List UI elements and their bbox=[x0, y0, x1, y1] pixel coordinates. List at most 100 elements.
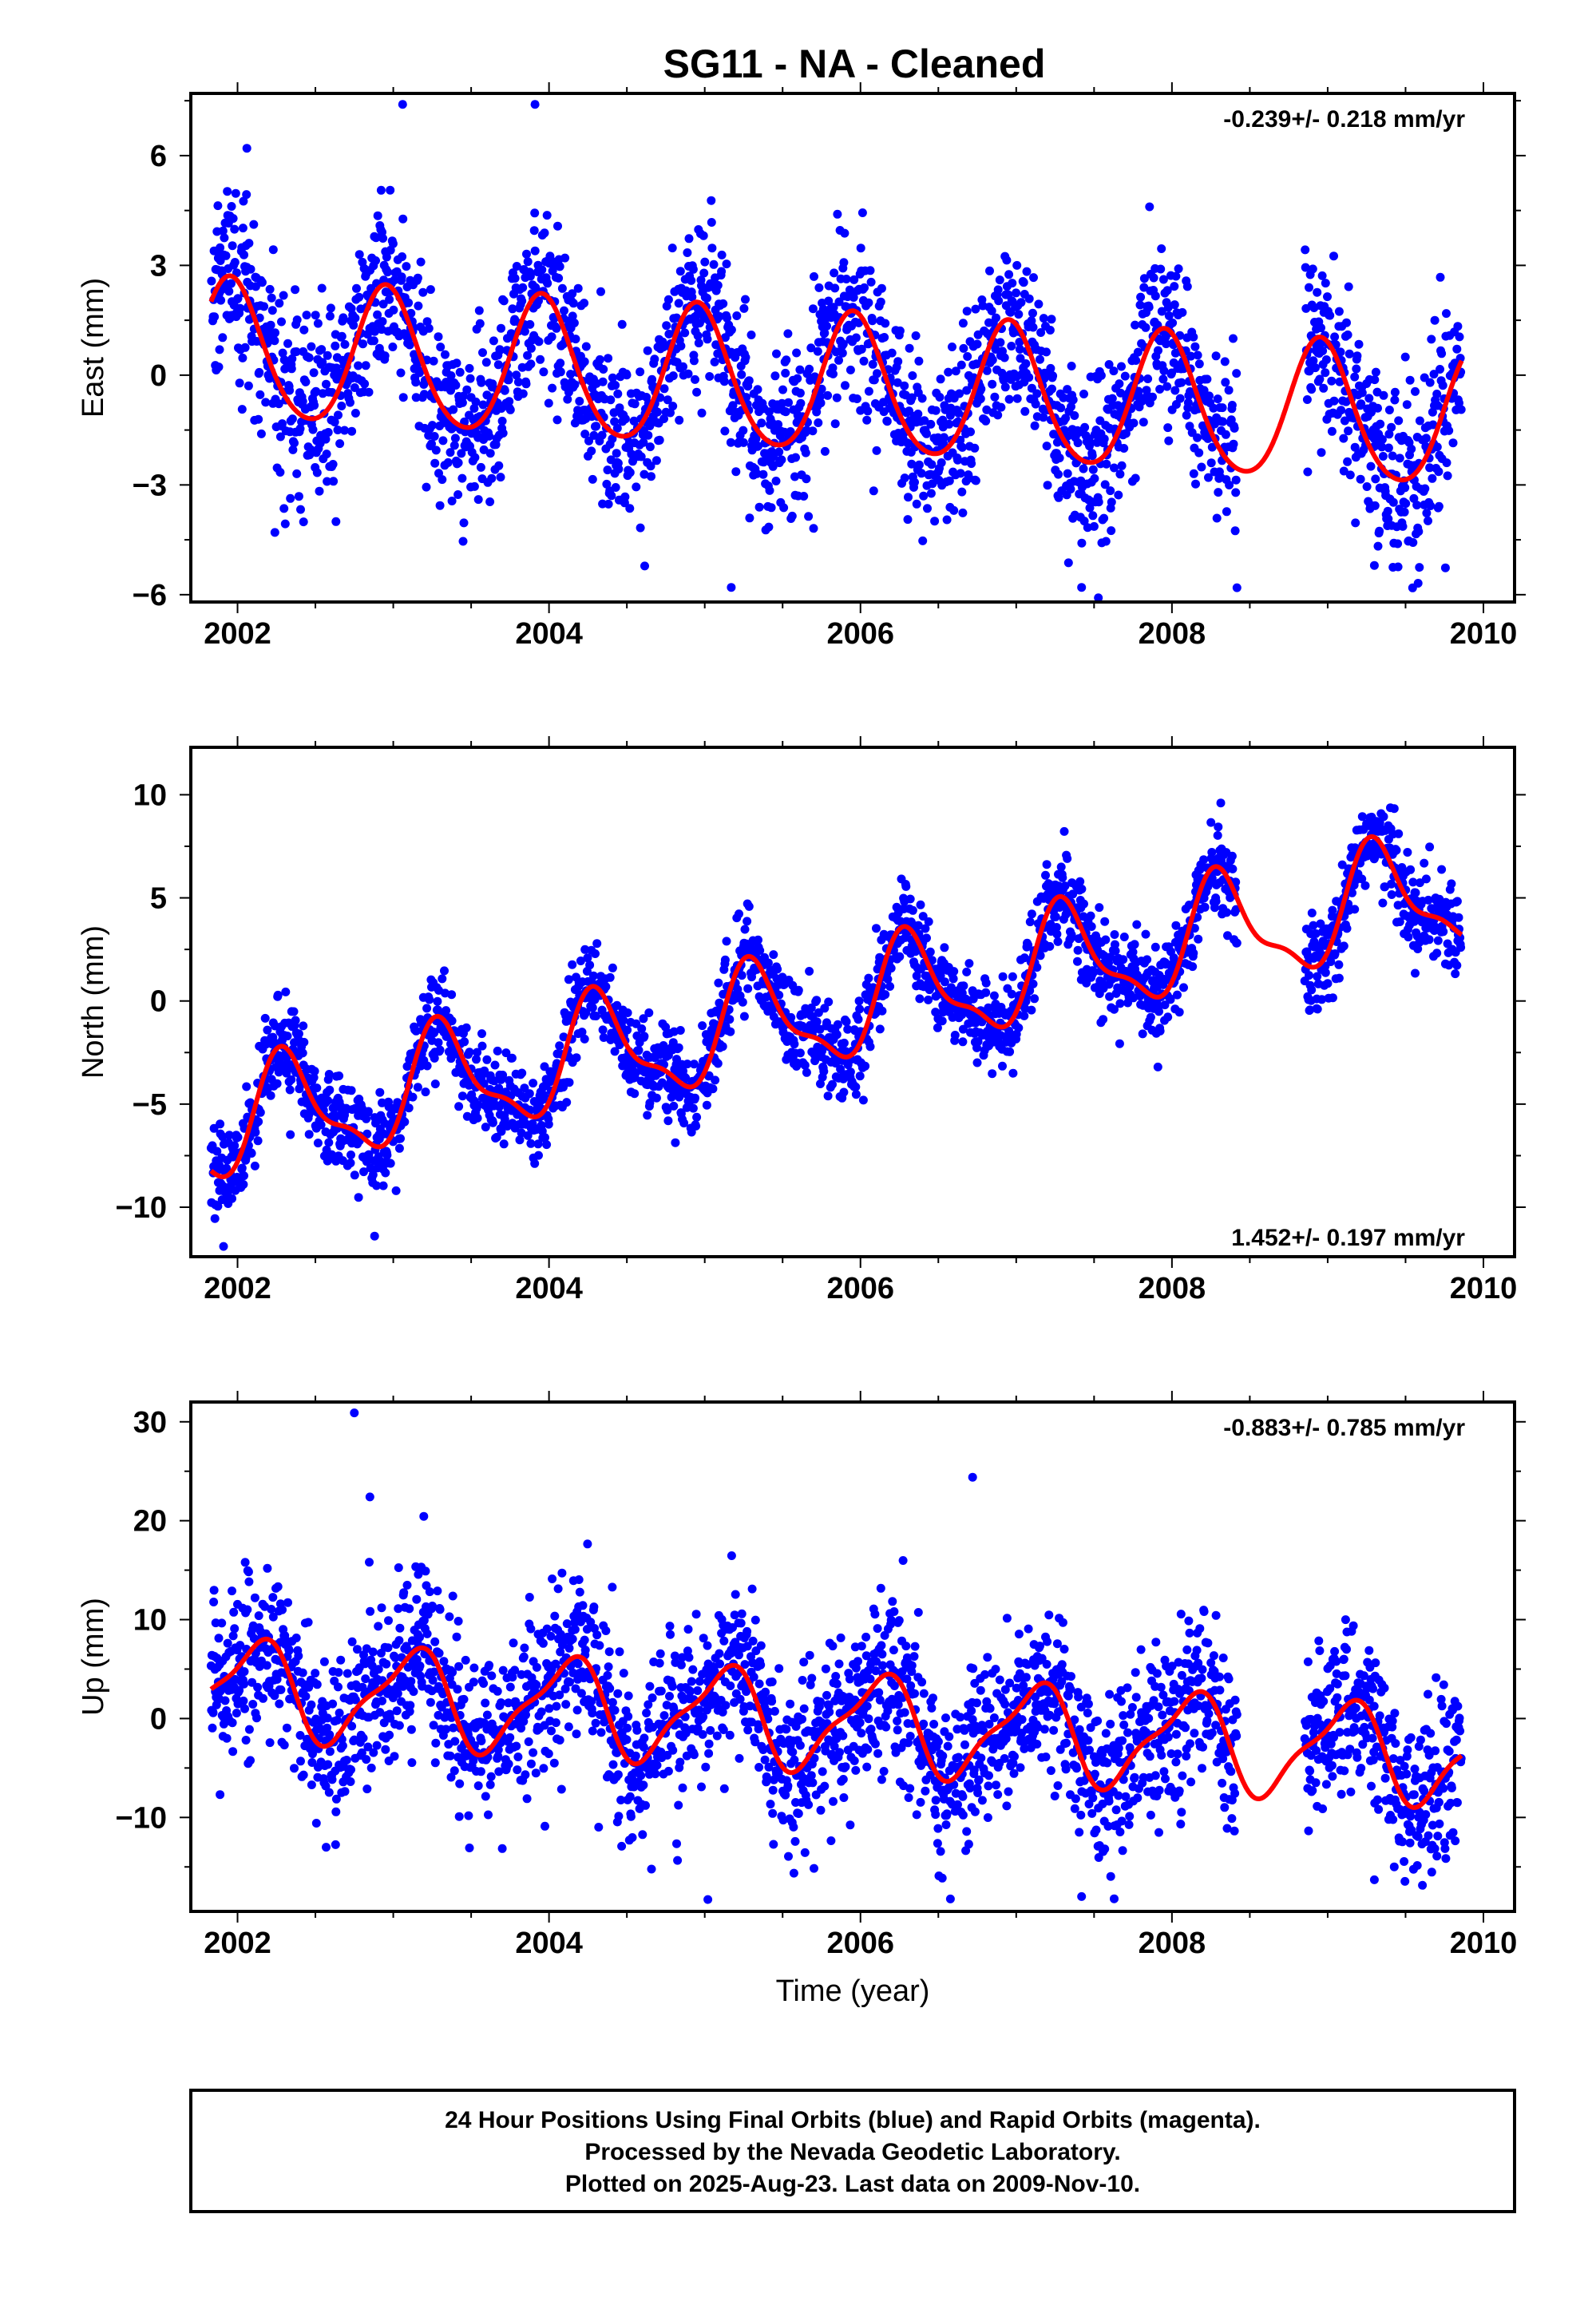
data-point bbox=[1404, 933, 1413, 942]
data-point bbox=[1308, 264, 1317, 274]
data-point bbox=[962, 967, 972, 976]
data-point bbox=[422, 317, 432, 327]
data-point bbox=[893, 378, 902, 387]
data-point bbox=[1344, 282, 1353, 291]
data-point bbox=[1036, 951, 1045, 960]
data-point bbox=[1337, 406, 1346, 415]
data-point bbox=[1388, 451, 1397, 461]
data-point bbox=[1110, 1004, 1119, 1014]
data-point bbox=[703, 335, 712, 344]
data-point bbox=[553, 221, 562, 231]
data-point bbox=[470, 453, 480, 462]
data-point bbox=[1008, 279, 1017, 288]
data-point bbox=[568, 299, 578, 308]
data-point bbox=[926, 419, 936, 429]
data-point bbox=[1213, 394, 1222, 404]
data-point bbox=[253, 1136, 263, 1146]
data-point bbox=[458, 537, 468, 546]
data-point bbox=[224, 287, 234, 296]
data-point bbox=[1189, 332, 1198, 342]
data-point bbox=[663, 1105, 672, 1115]
data-point bbox=[517, 1068, 527, 1078]
data-point bbox=[663, 295, 673, 304]
data-point bbox=[544, 1119, 553, 1129]
data-point bbox=[1370, 375, 1380, 385]
data-point bbox=[564, 975, 573, 984]
data-point bbox=[299, 1021, 308, 1031]
data-point bbox=[406, 308, 416, 318]
data-point bbox=[1323, 292, 1332, 302]
data-point bbox=[903, 515, 913, 525]
data-point bbox=[1401, 499, 1411, 509]
data-point bbox=[933, 1023, 942, 1032]
data-point bbox=[824, 997, 834, 1007]
data-point bbox=[1190, 924, 1199, 933]
north-model-curve bbox=[209, 834, 1463, 1179]
data-point bbox=[930, 517, 940, 526]
data-point bbox=[209, 1586, 219, 1595]
data-point bbox=[674, 1043, 683, 1052]
data-point bbox=[488, 379, 497, 389]
data-point bbox=[378, 299, 388, 309]
data-point bbox=[774, 447, 784, 457]
data-point bbox=[1356, 474, 1365, 484]
data-point bbox=[866, 277, 876, 287]
data-point bbox=[523, 351, 533, 360]
data-point bbox=[453, 490, 463, 499]
data-point bbox=[799, 492, 809, 501]
data-point bbox=[1186, 351, 1196, 361]
data-point bbox=[513, 378, 523, 386]
x-tick-label: 2004 bbox=[515, 617, 583, 651]
data-point bbox=[713, 1059, 723, 1068]
data-point bbox=[876, 297, 885, 307]
data-point bbox=[949, 967, 959, 976]
data-point bbox=[1452, 897, 1462, 906]
data-point bbox=[333, 426, 343, 434]
data-point bbox=[681, 1073, 691, 1083]
data-point bbox=[560, 253, 570, 263]
data-point bbox=[493, 360, 503, 370]
data-point bbox=[875, 1024, 885, 1034]
data-point bbox=[912, 499, 921, 509]
data-point bbox=[235, 378, 244, 388]
data-point bbox=[887, 348, 897, 358]
data-point bbox=[544, 398, 553, 408]
data-point bbox=[687, 292, 697, 302]
data-point bbox=[741, 295, 750, 304]
data-point bbox=[1357, 812, 1367, 822]
data-point bbox=[1155, 1026, 1165, 1036]
data-point bbox=[1170, 300, 1179, 310]
data-point bbox=[644, 1008, 654, 1017]
data-point bbox=[1045, 326, 1055, 335]
data-point bbox=[1021, 359, 1031, 368]
data-point bbox=[1139, 418, 1148, 427]
data-point bbox=[951, 366, 960, 376]
east-plot-area bbox=[207, 100, 1466, 602]
data-point bbox=[886, 964, 896, 973]
data-point bbox=[1015, 344, 1024, 354]
data-point bbox=[498, 429, 508, 438]
data-point bbox=[713, 280, 723, 290]
data-point bbox=[294, 1029, 303, 1039]
data-point bbox=[1362, 482, 1372, 491]
data-point bbox=[639, 438, 648, 447]
data-point bbox=[1357, 874, 1367, 884]
data-point bbox=[1156, 264, 1166, 274]
data-point bbox=[331, 517, 341, 526]
data-point bbox=[581, 1008, 591, 1017]
data-point bbox=[1194, 934, 1203, 944]
data-point bbox=[563, 394, 572, 404]
data-point bbox=[287, 364, 296, 374]
data-point bbox=[1146, 1012, 1155, 1022]
data-point bbox=[1313, 1004, 1322, 1014]
data-point bbox=[214, 1634, 224, 1643]
data-point bbox=[768, 461, 778, 471]
data-point bbox=[415, 368, 424, 378]
data-point bbox=[1107, 497, 1116, 507]
data-point bbox=[296, 505, 305, 514]
data-point bbox=[1005, 1047, 1015, 1056]
data-point bbox=[1222, 908, 1231, 917]
data-point bbox=[1455, 332, 1464, 342]
data-point bbox=[1432, 949, 1442, 958]
data-point bbox=[422, 1061, 432, 1071]
